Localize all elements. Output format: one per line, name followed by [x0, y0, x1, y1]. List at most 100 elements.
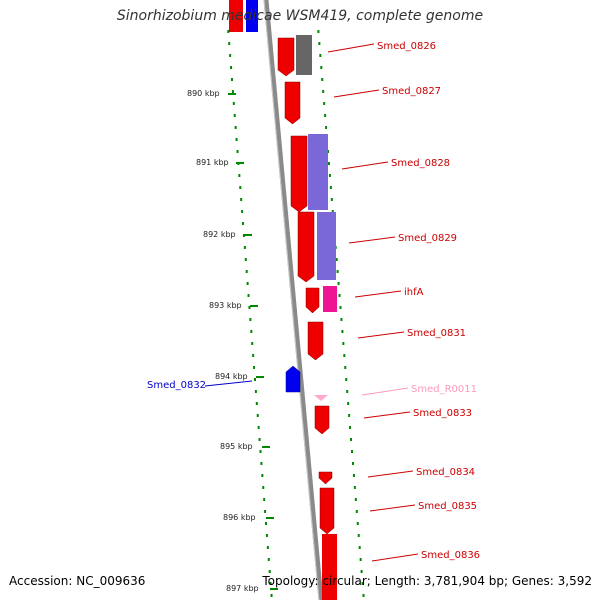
gc-dot: [342, 342, 345, 345]
gene-label[interactable]: Smed_0832: [147, 380, 206, 391]
gene-feature-partial[interactable]: [229, 0, 243, 32]
gc-dot: [236, 150, 239, 153]
gene-feature-smed-0826[interactable]: [277, 37, 295, 77]
gc-dot: [265, 522, 268, 525]
gc-dot: [320, 66, 323, 69]
gc-dot: [268, 570, 271, 573]
gc-dot: [335, 258, 338, 261]
gc-dot: [253, 378, 256, 381]
gene-feature-smed-0832[interactable]: [285, 365, 301, 393]
gc-dot: [339, 306, 342, 309]
gc-dot: [327, 162, 330, 165]
gene-label[interactable]: ihfA: [404, 287, 424, 298]
gc-dot: [331, 210, 334, 213]
gene-feature-smed-0829[interactable]: [297, 211, 315, 283]
gene-feature-ihfa[interactable]: [305, 287, 320, 314]
gene-label[interactable]: Smed_0826: [377, 41, 436, 52]
gc-dot: [230, 78, 233, 81]
gene-label-leader: [357, 331, 405, 339]
gene-label[interactable]: Smed_0828: [391, 158, 450, 169]
gc-dot-tracks: [227, 30, 365, 597]
gc-dot: [337, 282, 340, 285]
gc-dot: [262, 486, 265, 489]
gene-label[interactable]: Smed_0831: [407, 328, 466, 339]
gc-dot: [255, 402, 258, 405]
gc-dot: [264, 510, 267, 513]
scale-tick-label: 890 kbp: [187, 89, 220, 98]
gene-feature-smed-0833[interactable]: [314, 405, 330, 435]
gene-label-leader: [341, 161, 389, 170]
gene-label-leader: [371, 553, 419, 562]
scale-tick-label: 893 kbp: [209, 301, 242, 310]
gc-dot: [338, 294, 341, 297]
gene-label[interactable]: Smed_0834: [416, 467, 475, 478]
gc-dot: [233, 114, 236, 117]
gc-dot: [267, 558, 270, 561]
scale-tick-mark: [228, 93, 236, 95]
gc-dot: [362, 594, 365, 597]
gene-feature-smed-0834[interactable]: [318, 471, 333, 485]
gc-dot: [252, 354, 255, 357]
gene-feature-smed-0829-alt[interactable]: [317, 212, 336, 280]
gene-label[interactable]: Smed_R0011: [411, 384, 477, 395]
gene-feature-smed-0828[interactable]: [290, 135, 308, 213]
gc-dot: [351, 462, 354, 465]
gc-dot: [322, 90, 325, 93]
gc-dot: [231, 90, 234, 93]
gene-feature-smed-0831[interactable]: [307, 321, 324, 361]
gene-feature-ihfa-alt[interactable]: [323, 286, 337, 312]
gene-label[interactable]: Smed_0836: [421, 550, 480, 561]
scale-tick-label: 892 kbp: [203, 230, 236, 239]
gene-feature-smed-r0011[interactable]: [314, 395, 328, 401]
gc-dot: [245, 270, 248, 273]
gc-dot: [249, 318, 252, 321]
gc-dot: [235, 138, 238, 141]
gc-dot: [343, 354, 346, 357]
gc-dot: [354, 498, 357, 501]
scale-tick-label: 891 kbp: [196, 158, 229, 167]
gc-dot: [353, 486, 356, 489]
gc-dot: [346, 390, 349, 393]
gene-feature-smed-0836[interactable]: [322, 534, 337, 600]
gc-dot: [361, 582, 364, 585]
gene-feature-smed-0835[interactable]: [319, 487, 335, 535]
gc-dot: [253, 366, 256, 369]
gc-dot: [355, 510, 358, 513]
gene-feature-smed-0827[interactable]: [284, 81, 301, 125]
gc-dot: [349, 426, 352, 429]
scale-tick-mark: [256, 376, 264, 378]
gc-dot: [238, 174, 241, 177]
gc-dot: [258, 438, 261, 441]
gene-label-leader: [363, 411, 411, 419]
scale-tick-label: 895 kbp: [220, 442, 253, 451]
gc-dot: [352, 474, 355, 477]
gc-dot: [345, 378, 348, 381]
gc-dot: [251, 342, 254, 345]
gc-dot: [266, 546, 269, 549]
gc-dot: [330, 198, 333, 201]
gc-dot: [328, 174, 331, 177]
gc-dot: [263, 498, 266, 501]
gc-dot: [257, 426, 260, 429]
gene-feature-smed-0828-alt[interactable]: [308, 134, 328, 210]
gene-label[interactable]: Smed_0833: [413, 408, 472, 419]
gene-feature-smed-0826-alt[interactable]: [296, 35, 312, 75]
scale-tick-label: 897 kbp: [226, 584, 259, 593]
gene-label[interactable]: Smed_0827: [382, 86, 441, 97]
scale-tick-label: 894 kbp: [215, 372, 248, 381]
gc-dot: [340, 318, 343, 321]
gene-label[interactable]: Smed_0835: [418, 501, 477, 512]
gene-feature-partial[interactable]: [246, 0, 258, 32]
gc-dot: [351, 450, 353, 453]
gc-dot: [261, 474, 264, 477]
gc-dot: [319, 54, 322, 57]
gc-dot: [254, 390, 257, 393]
gc-dot: [360, 570, 363, 573]
gc-dot: [317, 30, 320, 33]
gc-dot: [243, 246, 246, 249]
gene-features: [229, 0, 337, 600]
genome-title: Sinorhizobium medicae WSM419, complete g…: [116, 8, 484, 24]
gc-dot: [240, 198, 243, 201]
gene-label[interactable]: Smed_0829: [398, 233, 457, 244]
